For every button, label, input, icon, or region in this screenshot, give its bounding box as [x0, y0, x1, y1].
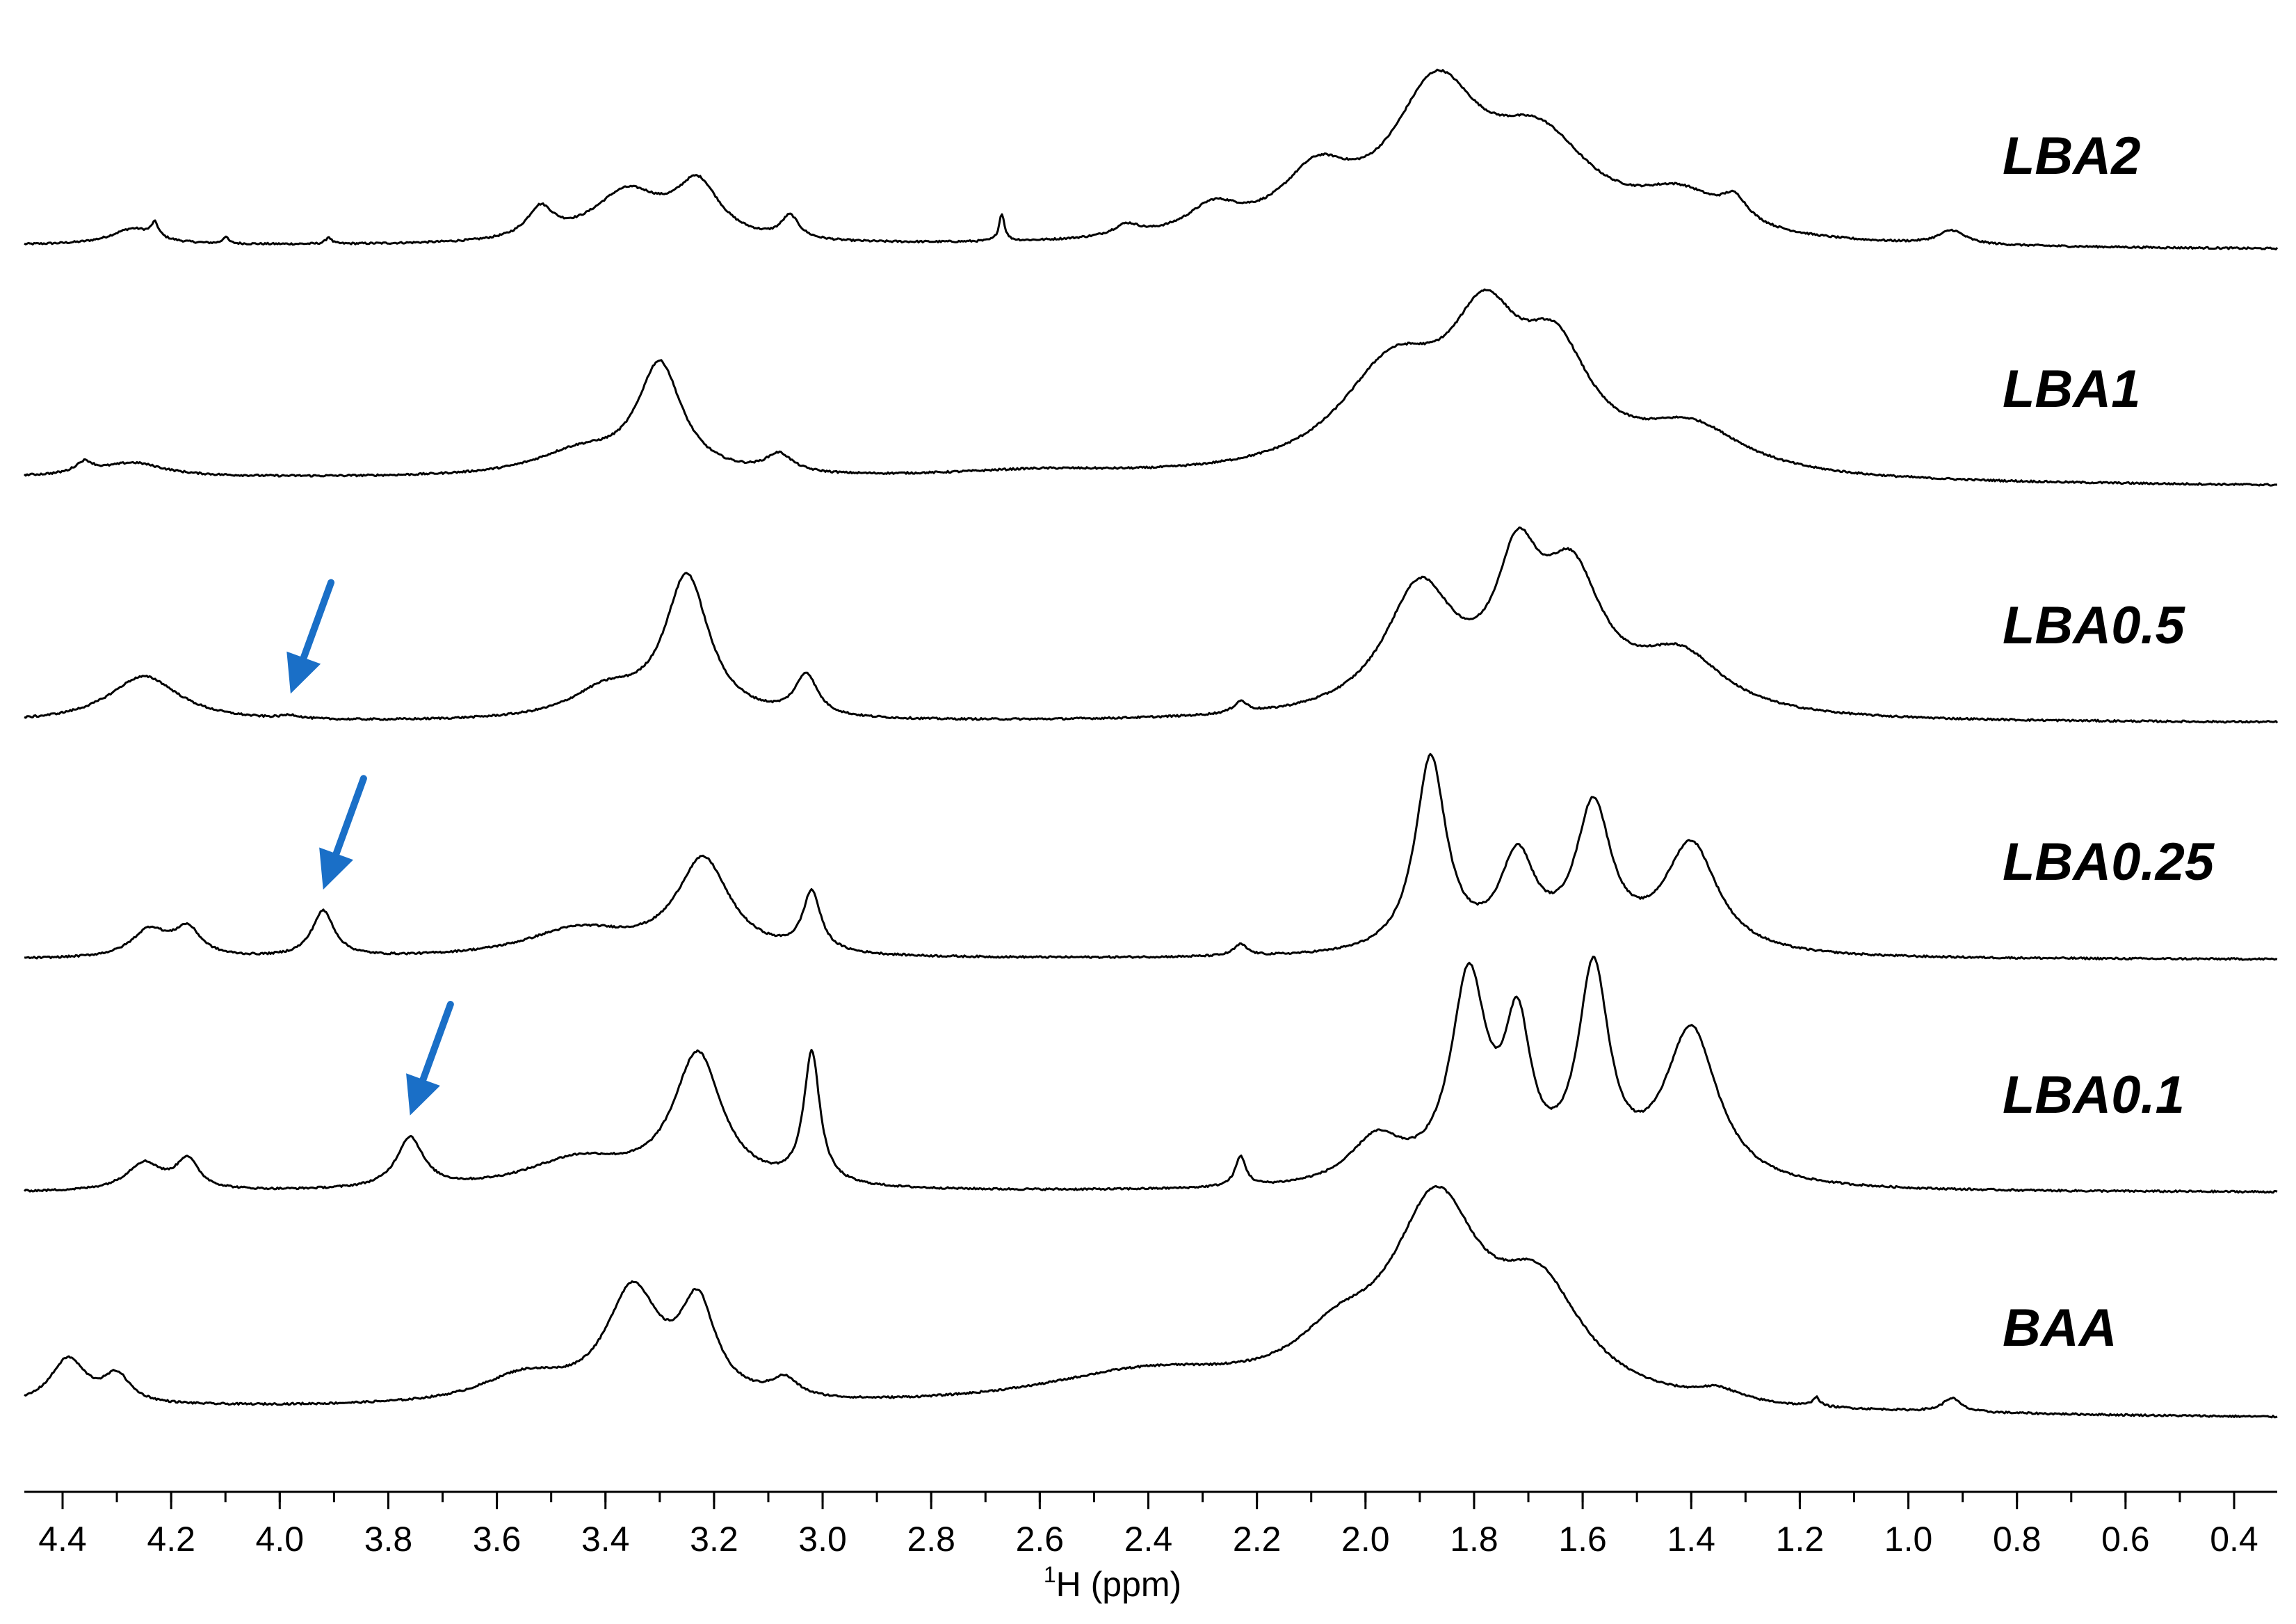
- x-axis-title-superscript: 1: [1044, 1562, 1056, 1587]
- annotation-arrow-LBA0.5: [286, 579, 335, 694]
- x-axis-ticks: 4.4 4.2 4.0 3.8 3.6 3.4 3.2 3.0 2.8 2.6 2.4 2.2 2.0 1…: [38, 1492, 2258, 1559]
- spectrum-trace-BAA: [24, 1184, 2278, 1419]
- x-tick-label-1.8: 1.8: [1450, 1520, 1498, 1559]
- spectrum-trace-LBA0.5: [24, 526, 2279, 724]
- x-tick-label-1.4: 1.4: [1667, 1520, 1715, 1559]
- x-tick-label-0.4: 0.4: [2210, 1520, 2258, 1559]
- series-label-LBA0.1: LBA0.1: [2003, 1066, 2185, 1125]
- x-tick-label-3.8: 3.8: [364, 1520, 413, 1559]
- x-tick-label-4.2: 4.2: [147, 1520, 195, 1559]
- x-axis-title: 1H (ppm): [1044, 1562, 1181, 1604]
- x-tick-label-2.2: 2.2: [1233, 1520, 1282, 1559]
- x-tick-label-3.4: 3.4: [581, 1520, 630, 1559]
- x-tick-label-3.2: 3.2: [690, 1520, 738, 1559]
- arrow-head: [406, 1073, 440, 1116]
- spectrum-trace-LBA2: [24, 68, 2279, 250]
- x-tick-label-4.4: 4.4: [38, 1520, 87, 1559]
- spectra-traces: [23, 68, 2279, 1419]
- x-tick-label-1.2: 1.2: [1776, 1520, 1825, 1559]
- x-tick-label-2.0: 2.0: [1341, 1520, 1390, 1559]
- series-label-LBA0.25: LBA0.25: [2003, 833, 2215, 892]
- annotation-arrow-LBA0.1: [406, 1001, 454, 1116]
- x-tick-label-0.8: 0.8: [1993, 1520, 2042, 1559]
- annotation-arrows: [286, 579, 454, 1116]
- series-label-LBA1: LBA1: [2003, 360, 2140, 419]
- series-labels: LBA2 LBA1 LBA0.5 LBA0.25 LBA0.1 BAA: [2003, 127, 2215, 1358]
- spectrum-trace-LBA1: [23, 288, 2277, 487]
- arrow-head: [286, 651, 321, 694]
- x-axis: 4.4 4.2 4.0 3.8 3.6 3.4 3.2 3.0 2.8 2.6 2.4 2.2 2.0 1…: [24, 1490, 2277, 1604]
- series-label-LBA0.5: LBA0.5: [2003, 596, 2186, 655]
- x-tick-label-0.6: 0.6: [2101, 1520, 2150, 1559]
- x-tick-label-4.0: 4.0: [256, 1520, 305, 1559]
- x-tick-label-2.6: 2.6: [1016, 1520, 1065, 1559]
- spectrum-trace-LBA0.1: [23, 956, 2278, 1194]
- x-tick-label-2.8: 2.8: [907, 1520, 955, 1559]
- series-label-LBA2: LBA2: [2003, 127, 2140, 186]
- series-label-BAA: BAA: [2003, 1299, 2117, 1358]
- x-tick-label-1.0: 1.0: [1884, 1520, 1933, 1559]
- arrow-head: [319, 847, 354, 890]
- x-tick-label-2.4: 2.4: [1124, 1520, 1173, 1559]
- spectrum-trace-LBA0.25: [24, 753, 2278, 961]
- x-tick-label-1.6: 1.6: [1558, 1520, 1607, 1559]
- x-tick-label-3.0: 3.0: [798, 1520, 847, 1559]
- annotation-arrow-LBA0.25: [319, 775, 367, 890]
- x-tick-label-3.6: 3.6: [473, 1520, 522, 1559]
- x-axis-title-text: H (ppm): [1056, 1565, 1182, 1604]
